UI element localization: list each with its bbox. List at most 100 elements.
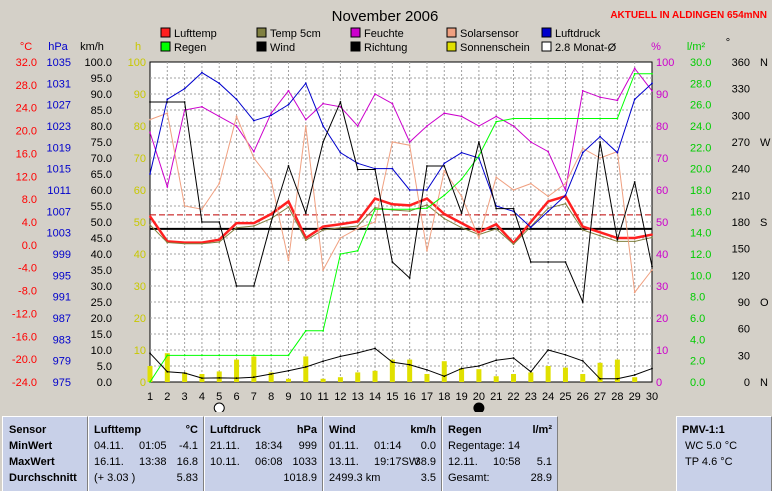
- point-wind-3: [183, 372, 186, 374]
- point-lufttemp-8: [270, 213, 273, 215]
- luftdruck-min-time: 18:34: [255, 440, 283, 452]
- bar-sonnenschein-6: [234, 359, 240, 382]
- point-temp-5cm-6: [235, 226, 238, 229]
- bar-sonnenschein-17: [424, 374, 430, 382]
- point-wind-23: [529, 370, 532, 373]
- point-wind-29: [633, 374, 636, 376]
- point-temp-5cm-30: [651, 236, 653, 239]
- point-temp-5cm-19: [460, 226, 463, 229]
- tick-rain-3: 24.0: [690, 121, 711, 133]
- regen-max-value: 5.1: [536, 456, 552, 468]
- point-lufttemp-12: [339, 223, 342, 226]
- point-temp-5cm-29: [633, 240, 636, 243]
- tick-hpa-0: 1035: [47, 57, 71, 69]
- lufttemp-min-time: 01:05: [139, 440, 167, 452]
- point-feuchte-16: [408, 141, 411, 143]
- point-solarsensor-2: [166, 112, 169, 115]
- legend-swatch-sonnenschein: [446, 41, 457, 52]
- compass-3: W: [760, 137, 771, 149]
- series-feuchte: [149, 67, 653, 192]
- point-wind-8: [270, 373, 273, 375]
- point-regen-14: [374, 208, 376, 211]
- point-temp-5cm-18: [443, 217, 446, 220]
- bar-sonnenschein-29: [632, 377, 638, 382]
- tick-direction-6: 180: [732, 217, 750, 229]
- point-luftdruck-6: [235, 98, 238, 101]
- point-temp-5cm-13: [356, 225, 359, 227]
- point-temp-5cm-25: [564, 202, 567, 205]
- legend-label-2-8-monat: 2.8 Monat-Ø: [555, 42, 617, 54]
- point-richtung-8: [270, 221, 273, 223]
- point-temp-5cm-1: [149, 223, 151, 226]
- point-temp-5cm-9: [287, 206, 290, 209]
- regen-max-date: 12.11.: [448, 456, 478, 468]
- legend-swatch-wind: [256, 41, 267, 52]
- point-temp-5cm-4: [201, 242, 203, 245]
- tick-celsius-7: 4.0: [22, 217, 37, 229]
- point-wind-19: [460, 367, 463, 370]
- point-feuchte-12: [339, 105, 342, 108]
- point-feuchte-11: [322, 102, 325, 105]
- legend-swatch-solarsensor: [446, 27, 457, 38]
- point-feuchte-4: [201, 105, 203, 108]
- point-regen-29: [633, 72, 636, 75]
- tick-rain-9: 12.0: [690, 249, 711, 261]
- point-richtung-7: [252, 285, 255, 287]
- point-temp-5cm-3: [183, 242, 186, 245]
- point-temp-5cm-16: [408, 210, 411, 213]
- bar-sonnenschein-22: [511, 374, 517, 382]
- point-lufttemp-23: [529, 221, 532, 223]
- tick-hpa-15: 975: [53, 377, 71, 389]
- x-tick-17: 17: [421, 391, 433, 403]
- point-regen-21: [495, 120, 498, 123]
- point-regen-19: [460, 178, 463, 181]
- point-temp-5cm-7: [252, 225, 255, 227]
- point-regen-5: [218, 354, 221, 357]
- tick-kmh-16: 20.0: [91, 313, 112, 325]
- x-tick-15: 15: [386, 391, 398, 403]
- legend-label-temp-5cm: Temp 5cm: [270, 28, 321, 40]
- tick-percent-7: 30: [656, 281, 668, 293]
- point-wind-15: [391, 361, 394, 364]
- x-tick-22: 22: [507, 391, 519, 403]
- x-tick-7: 7: [251, 391, 257, 403]
- point-regen-23: [529, 117, 532, 120]
- regen-panel: Regen l/m² Regentage: 14 12.11. 10:58 5.…: [442, 416, 558, 491]
- point-luftdruck-7: [252, 119, 255, 122]
- series-lufttemp: [148, 194, 653, 246]
- luftdruck-max-date: 10.11.: [210, 456, 240, 468]
- point-feuchte-15: [391, 102, 394, 105]
- point-regen-16: [408, 208, 411, 211]
- tick-kmh-18: 10.0: [91, 345, 112, 357]
- wind-max-value: 38.9: [414, 456, 436, 468]
- point-lufttemp-24: [547, 200, 550, 203]
- bar-sonnenschein-20: [476, 369, 482, 382]
- point-richtung-27: [599, 141, 601, 143]
- tick-kmh-20: 0.0: [97, 377, 112, 389]
- point-lufttemp-17: [426, 197, 428, 200]
- point-feuchte-22: [512, 125, 515, 127]
- legend-label-wind: Wind: [270, 42, 295, 54]
- point-luftdruck-27: [599, 135, 601, 138]
- luftdruck-panel: Luftdruck hPa 21.11. 18:34 999 10.11. 06…: [204, 416, 323, 491]
- point-solarsensor-14: [374, 221, 376, 223]
- point-regen-15: [391, 208, 394, 211]
- tick-kmh-1: 95.0: [91, 73, 112, 85]
- point-richtung-18: [443, 165, 446, 167]
- wind-unit: km/h: [410, 424, 436, 436]
- tick-hpa-5: 1015: [47, 164, 71, 176]
- point-regen-12: [339, 253, 342, 255]
- luftdruck-max-value: 1033: [292, 456, 317, 468]
- point-lufttemp-30: [651, 233, 653, 236]
- tick-hpa-6: 1011: [47, 185, 71, 197]
- x-tick-18: 18: [438, 391, 450, 403]
- tick-kmh-5: 75.0: [91, 137, 112, 149]
- point-wind-16: [408, 363, 411, 366]
- point-solarsensor-1: [149, 118, 151, 121]
- luftdruck-unit: hPa: [296, 424, 317, 436]
- tick-kmh-15: 25.0: [91, 297, 112, 309]
- tick-hours-3: 70: [134, 153, 146, 165]
- x-axis-ticks: 1 2 3 4 5 6 7 8 9 10 11 12 13 14 15 16 17 18 19 20 21 22 23 24 2…: [147, 391, 658, 403]
- x-tick-25: 25: [559, 391, 571, 403]
- moon-full-icon: [213, 402, 225, 412]
